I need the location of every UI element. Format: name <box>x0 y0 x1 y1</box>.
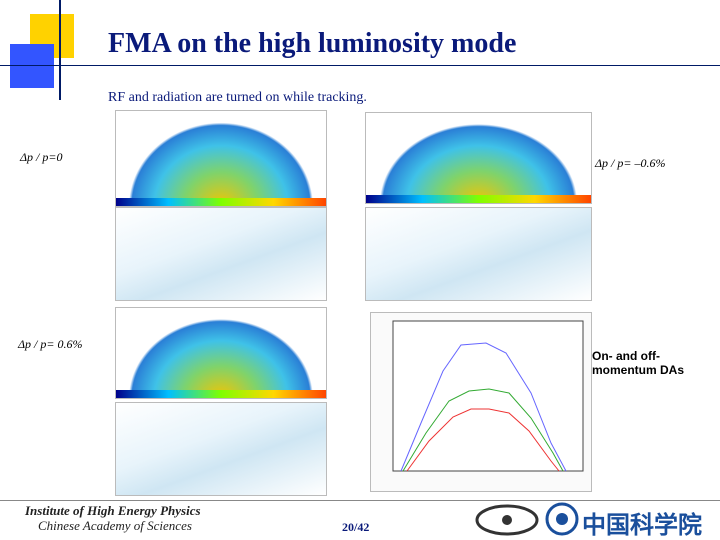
logo-icon <box>475 504 539 536</box>
deco-vline <box>59 0 61 100</box>
deco-blue <box>10 44 54 88</box>
plot-image <box>115 207 327 301</box>
footer-text: Chinese Academy of Sciences <box>38 518 192 533</box>
curve <box>406 408 560 472</box>
label: Δp / p= 0.6% <box>18 337 83 351</box>
logo-text: 中国科学院 <box>582 511 702 539</box>
label: Δp / p= –0.6% <box>595 156 666 170</box>
plot-image <box>115 110 327 207</box>
page-number: 20/42 <box>342 520 370 534</box>
footer-text: Institute of High Energy Physics <box>25 503 201 518</box>
subtitle: RF and radiation are turned on while tra… <box>108 90 367 105</box>
plot-drawing <box>392 320 584 472</box>
curve <box>400 342 567 472</box>
deco-hline <box>0 65 720 66</box>
plot-frame <box>392 320 584 472</box>
logo-emblem <box>545 502 579 536</box>
label: Δp / p=0 <box>20 150 63 164</box>
curve <box>402 388 564 472</box>
title: FMA on the high luminosity mode <box>108 28 517 59</box>
plot-image <box>365 112 592 204</box>
plot-image <box>365 207 592 301</box>
plot-image <box>115 307 327 399</box>
label: On- and off-momentum DAs <box>592 349 685 377</box>
plot-image <box>115 402 327 496</box>
footer-line <box>0 500 720 501</box>
plot-image <box>370 312 592 492</box>
